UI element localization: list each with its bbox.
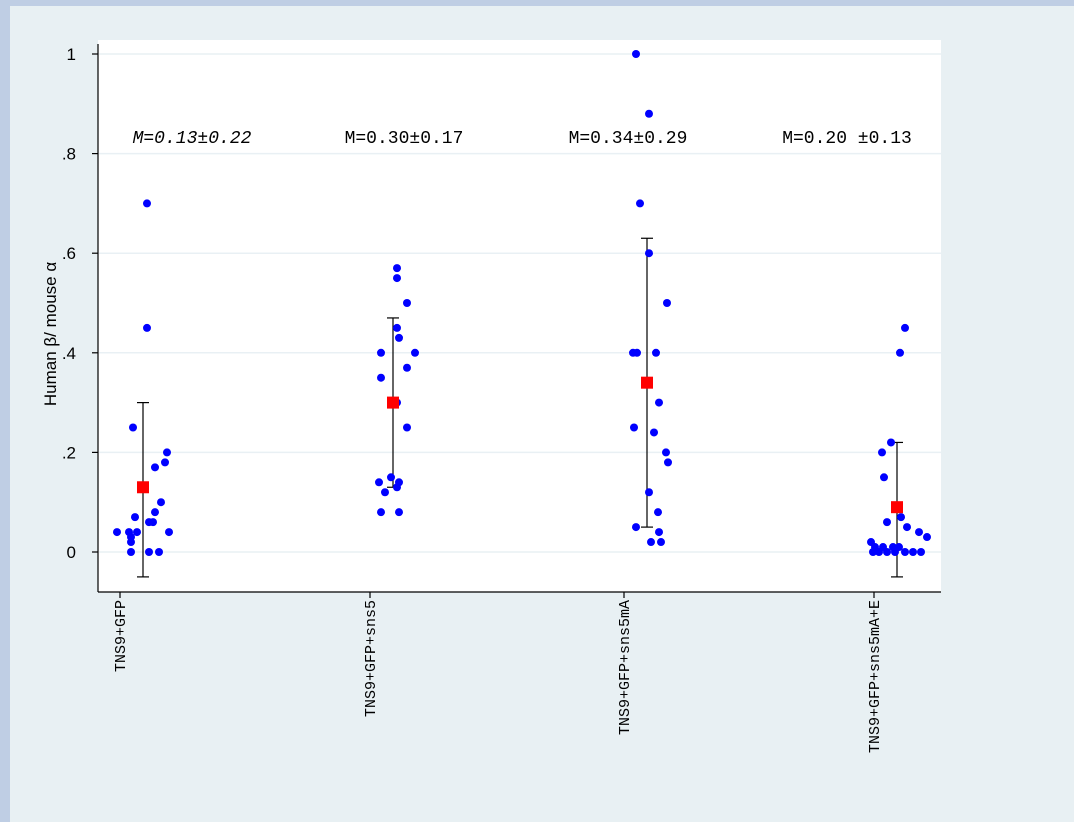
data-point [133,528,141,537]
data-point [149,518,157,527]
data-point [883,548,891,556]
data-point [654,508,662,517]
mean-marker [891,501,903,514]
data-point [909,548,917,556]
y-axis-title: Human β/ mouse α [41,262,60,406]
data-point [647,538,655,547]
data-point [875,548,883,556]
group-annotation: M=0.34±0.29 [569,129,688,149]
data-point [891,548,899,556]
gridlines [99,53,941,553]
data-point [113,528,121,537]
data-point [662,448,670,457]
data-point [381,488,389,497]
y-tick-label: .4 [62,344,76,363]
data-point [901,323,909,332]
data-point [403,423,411,432]
mean-markers [137,376,903,514]
data-point [645,488,653,497]
data-point [145,548,153,556]
group-annotations: M=0.13±0.22 M=0.30±0.17 M=0.34±0.29 M=0.20 … [133,129,912,149]
data-point [143,199,151,208]
data-point [143,323,151,332]
data-point [917,548,925,556]
data-point [395,508,403,517]
data-point [157,498,165,507]
data-point [923,533,931,542]
data-point [652,348,660,357]
data-point [377,508,385,517]
data-point [151,463,159,472]
mean-marker [387,396,399,409]
data-point [880,473,888,482]
data-point [161,458,169,467]
y-tick-label: 0 [67,543,76,562]
data-point [901,548,909,556]
data-point [645,109,653,118]
data-point [630,423,638,432]
data-points [113,50,931,556]
data-point [632,523,640,532]
data-point [878,448,886,457]
group-annotation: M=0.30±0.17 [345,129,464,149]
x-category-labels: TNS9+GFP TNS9+GFP+sns5 TNS9+GFP+sns5mA TNS9… [113,600,884,753]
data-point [165,528,173,537]
data-point [127,538,135,547]
mean-marker [137,481,149,494]
data-point [887,438,895,447]
x-category-label: TNS9+GFP+sns5mA+E [867,600,884,753]
data-point [897,513,905,522]
group-annotation: M=0.13±0.22 [133,129,252,149]
data-point [377,348,385,357]
data-point [393,264,401,273]
data-point [393,483,401,492]
data-point [131,513,139,522]
data-point [645,249,653,258]
data-point [129,423,137,432]
data-point [903,523,911,532]
group-annotation: M=0.20 ±0.13 [782,129,912,149]
data-point [411,348,419,357]
data-point [896,348,904,357]
mean-marker [641,376,653,389]
y-tick-label: 1 [67,45,76,64]
data-point [657,538,665,547]
x-category-label: TNS9+GFP [113,600,130,672]
data-point [375,478,383,487]
data-point [395,333,403,342]
data-point [377,373,385,382]
data-point [403,363,411,372]
data-point [393,274,401,283]
data-point [127,548,135,556]
data-point [403,299,411,307]
data-point [655,398,663,407]
data-point [915,528,923,537]
plot-area [98,40,941,592]
x-axis [98,591,941,598]
data-point [163,448,171,457]
data-point [387,473,395,482]
data-point [655,528,663,537]
data-point [633,348,641,357]
data-point [636,199,644,208]
data-point [869,548,877,556]
y-tick-label: .8 [62,145,76,164]
x-category-label: TNS9+GFP+sns5mA [617,600,634,735]
data-point [664,458,672,467]
data-point [663,299,671,307]
y-ticks: 0 .2 .4 .6 .8 1 [62,45,98,562]
data-point [155,548,163,556]
data-point [632,50,640,58]
data-point [151,508,159,517]
y-tick-label: .2 [62,443,76,462]
data-point [650,428,658,437]
x-category-label: TNS9+GFP+sns5 [363,600,380,717]
data-point [883,518,891,527]
y-tick-label: .6 [62,244,76,263]
data-point [393,323,401,332]
